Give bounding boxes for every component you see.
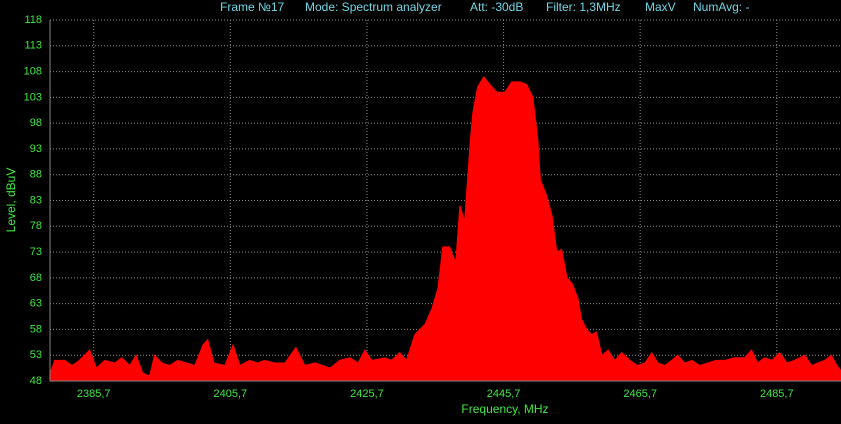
y-tick-label: 98 — [30, 117, 42, 129]
header-item: Filter: 1,3MHz — [546, 0, 621, 14]
header-item: MaxV — [645, 0, 676, 14]
y-tick-label: 73 — [30, 246, 42, 258]
y-tick-label: 118 — [24, 14, 42, 26]
x-tick-label: 2465,7 — [623, 388, 657, 400]
header-item: Mode: Spectrum analyzer — [305, 0, 442, 14]
header-item: Att: -30dB — [470, 0, 523, 14]
y-tick-label: 48 — [30, 375, 42, 387]
x-tick-label: 2485,7 — [760, 388, 794, 400]
header-item: NumAvg: - — [693, 0, 749, 14]
x-tick-label: 2385,7 — [77, 388, 111, 400]
y-tick-label: 78 — [30, 220, 42, 232]
y-tick-label: 108 — [24, 65, 42, 77]
y-tick-label: 113 — [24, 40, 42, 52]
x-axis-title: Frequency, MHz — [461, 402, 548, 416]
spectrum-area — [49, 75, 841, 382]
header-item: Frame №17 — [220, 0, 285, 14]
y-axis-title: Level, dBuV — [4, 168, 18, 233]
y-tick-label: 103 — [24, 91, 42, 103]
y-tick-label: 53 — [30, 349, 42, 361]
x-tick-label: 2445,7 — [487, 388, 521, 400]
x-tick-label: 2405,7 — [214, 388, 248, 400]
y-tick-label: 63 — [30, 298, 42, 310]
y-tick-label: 83 — [30, 194, 42, 206]
y-tick-label: 58 — [30, 323, 42, 335]
y-tick-label: 68 — [30, 272, 42, 284]
y-tick-label: 88 — [30, 169, 42, 181]
y-tick-label: 93 — [30, 143, 42, 155]
x-tick-label: 2425,7 — [350, 388, 384, 400]
